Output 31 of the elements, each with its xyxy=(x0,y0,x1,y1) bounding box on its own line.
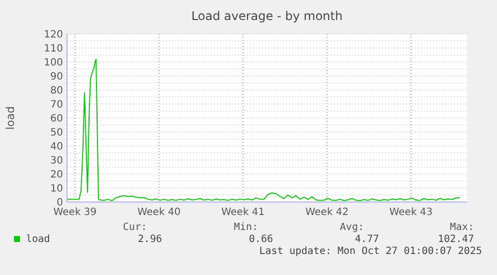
legend-label: load xyxy=(26,234,50,245)
line-series xyxy=(66,58,460,202)
y-axis-title: load xyxy=(4,106,17,130)
y-tick-label: 10 xyxy=(50,184,63,194)
y-tick-label: 90 xyxy=(50,72,63,82)
text: Cur: xyxy=(122,222,147,233)
y-tick-label: 100 xyxy=(44,58,63,68)
chart-title: Load average - by month xyxy=(191,9,343,23)
text: Last update: Mon Oct 27 01:00:07 2025 xyxy=(259,246,482,257)
y-tick-label: 40 xyxy=(50,142,63,152)
text: Max: xyxy=(450,222,474,233)
y-tick-label: 30 xyxy=(50,156,63,166)
text: 2.96 xyxy=(138,234,162,245)
text: Min: xyxy=(234,222,258,233)
y-tick-label: 50 xyxy=(50,128,63,138)
x-tick-label: Week 41 xyxy=(221,207,265,218)
text: Avg: xyxy=(340,222,364,233)
x-tick-label: Week 43 xyxy=(389,207,433,218)
text: 4.77 xyxy=(354,234,379,245)
y-tick-label: 110 xyxy=(44,44,63,54)
y-tick-label: 120 xyxy=(44,30,63,40)
y-tick-label: 70 xyxy=(50,100,63,110)
y-tick-label: 80 xyxy=(50,86,63,96)
text: 102.47 xyxy=(438,234,474,245)
y-tick-label: 60 xyxy=(50,114,63,124)
x-tick-label: Week 42 xyxy=(305,207,349,218)
text: 0.66 xyxy=(248,234,273,245)
y-tick-label: 20 xyxy=(50,170,63,180)
x-tick-label: Week 39 xyxy=(53,207,97,218)
y-tick-label: 0 xyxy=(56,198,63,208)
x-tick-label: Week 40 xyxy=(137,207,181,218)
